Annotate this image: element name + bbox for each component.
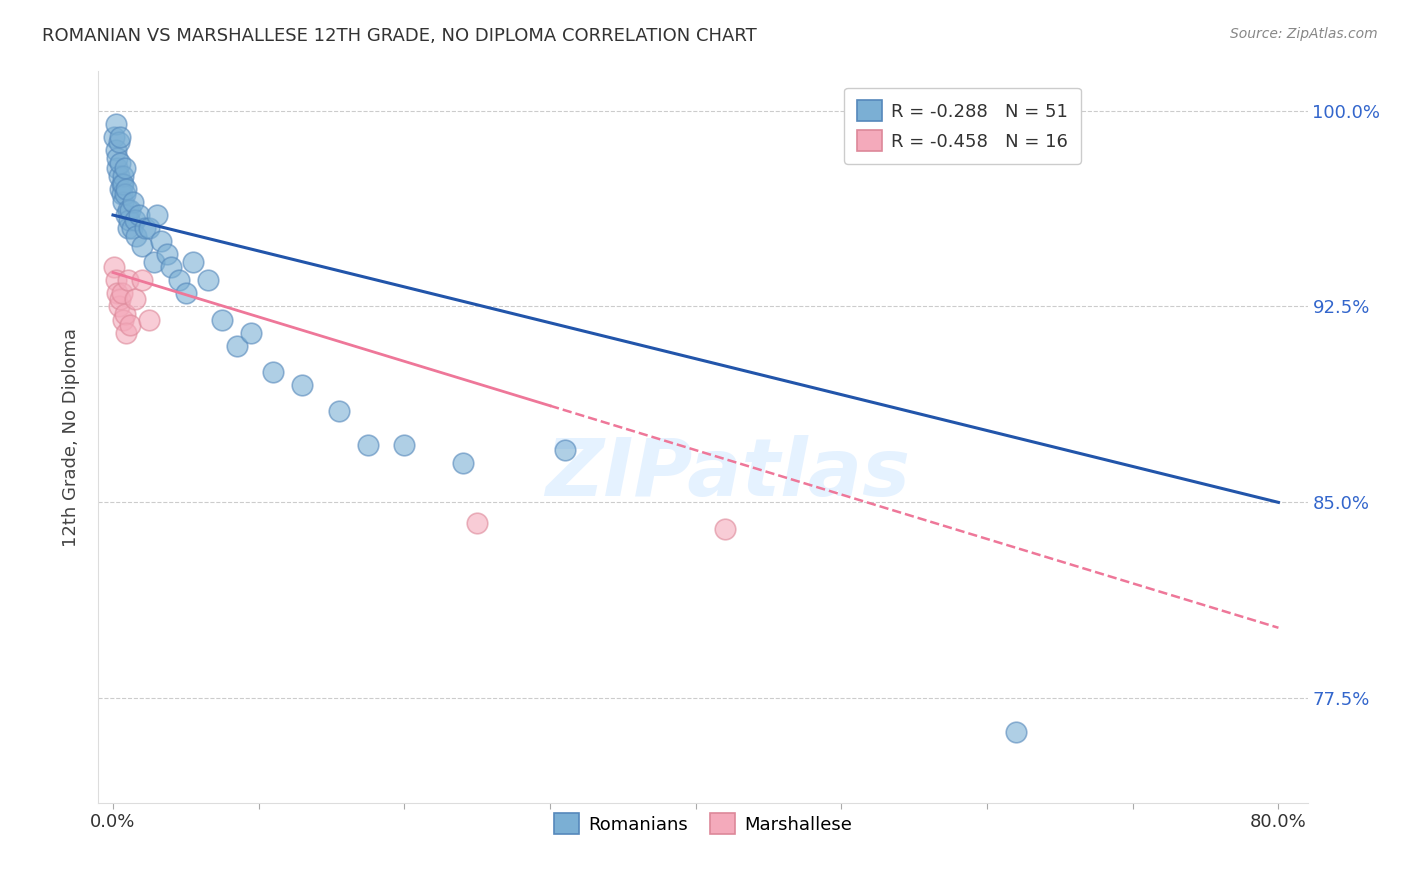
Point bbox=[160, 260, 183, 275]
Point bbox=[138, 312, 160, 326]
Point bbox=[103, 129, 125, 144]
Point bbox=[110, 129, 132, 144]
Point bbox=[114, 307, 136, 321]
Point bbox=[118, 213, 141, 227]
Point bbox=[197, 273, 219, 287]
Point bbox=[145, 208, 167, 222]
Point bbox=[394, 438, 416, 452]
Point bbox=[108, 135, 131, 149]
Point bbox=[291, 377, 314, 392]
Point bbox=[117, 221, 139, 235]
Point bbox=[225, 339, 247, 353]
Point bbox=[124, 292, 146, 306]
Point bbox=[134, 221, 156, 235]
Point bbox=[115, 208, 138, 222]
Point bbox=[103, 260, 125, 275]
Point bbox=[328, 404, 350, 418]
Point bbox=[142, 255, 165, 269]
Point bbox=[465, 516, 488, 531]
Point bbox=[451, 456, 474, 470]
Point bbox=[105, 161, 128, 175]
Point bbox=[110, 155, 132, 169]
Point bbox=[128, 208, 150, 222]
Y-axis label: 12th Grade, No Diploma: 12th Grade, No Diploma bbox=[62, 327, 80, 547]
Point bbox=[115, 182, 138, 196]
Point bbox=[111, 187, 134, 202]
Point bbox=[156, 247, 179, 261]
Point bbox=[357, 438, 380, 452]
Point bbox=[138, 221, 160, 235]
Point bbox=[554, 443, 576, 458]
Point bbox=[111, 286, 134, 301]
Point bbox=[105, 151, 128, 165]
Point bbox=[115, 326, 138, 340]
Point bbox=[104, 117, 127, 131]
Point bbox=[112, 169, 135, 183]
Point bbox=[122, 194, 145, 209]
Point bbox=[111, 177, 134, 191]
Point bbox=[120, 318, 142, 332]
Point bbox=[174, 286, 197, 301]
Point bbox=[114, 161, 136, 175]
Point bbox=[108, 169, 131, 183]
Point bbox=[262, 365, 284, 379]
Point bbox=[167, 273, 190, 287]
Point bbox=[108, 300, 131, 314]
Point bbox=[117, 273, 139, 287]
Point bbox=[131, 273, 153, 287]
Point bbox=[131, 239, 153, 253]
Point bbox=[104, 273, 127, 287]
Point bbox=[114, 187, 136, 202]
Point bbox=[110, 292, 132, 306]
Point bbox=[124, 213, 146, 227]
Point bbox=[112, 194, 135, 209]
Point bbox=[105, 286, 128, 301]
Point bbox=[121, 221, 143, 235]
Point bbox=[112, 312, 135, 326]
Text: ZIPatlas: ZIPatlas bbox=[544, 434, 910, 513]
Point bbox=[150, 234, 173, 248]
Point bbox=[240, 326, 263, 340]
Point bbox=[117, 202, 139, 217]
Point bbox=[110, 182, 132, 196]
Point bbox=[181, 255, 204, 269]
Point bbox=[211, 312, 233, 326]
Point bbox=[125, 229, 148, 244]
Text: Source: ZipAtlas.com: Source: ZipAtlas.com bbox=[1230, 27, 1378, 41]
Point bbox=[112, 177, 135, 191]
Legend: Romanians, Marshallese: Romanians, Marshallese bbox=[543, 803, 863, 845]
Point bbox=[1005, 725, 1028, 739]
Point bbox=[714, 522, 737, 536]
Text: ROMANIAN VS MARSHALLESE 12TH GRADE, NO DIPLOMA CORRELATION CHART: ROMANIAN VS MARSHALLESE 12TH GRADE, NO D… bbox=[42, 27, 756, 45]
Point bbox=[120, 202, 142, 217]
Point bbox=[104, 143, 127, 157]
